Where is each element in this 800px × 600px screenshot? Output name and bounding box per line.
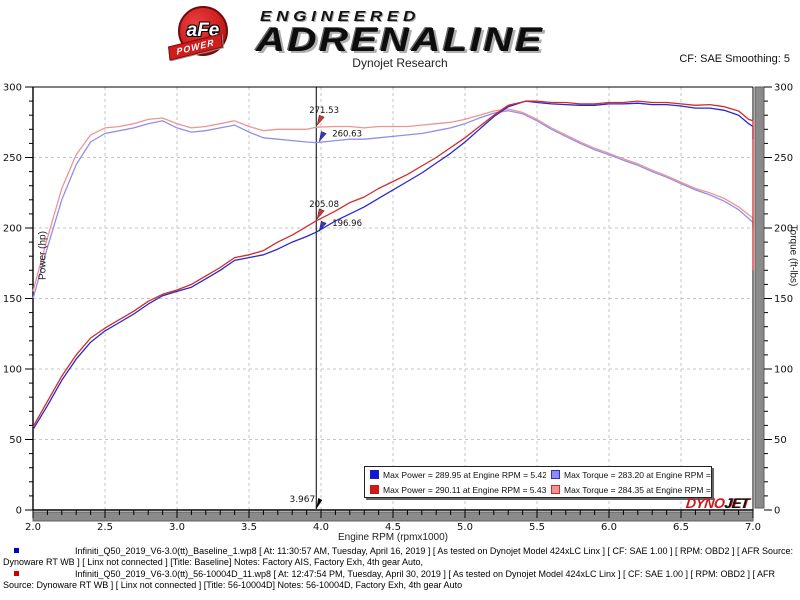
svg-text:250: 250 <box>3 153 22 164</box>
baseline-torque-curve <box>32 110 754 299</box>
baseline-power-swatch-icon <box>370 470 379 479</box>
run-info-text: Infiniti_Q50_2019_V6-3.0(tt)_Baseline_1.… <box>3 546 794 567</box>
cursor-x-value: 3.967 <box>289 495 315 505</box>
svg-text:6.5: 6.5 <box>673 522 689 533</box>
svg-text:7.0: 7.0 <box>745 522 761 533</box>
cursor-value-labels: 271.53 260.63 205.08 196.96 <box>309 106 362 233</box>
svg-text:4.5: 4.5 <box>385 522 401 533</box>
svg-text:300: 300 <box>3 83 22 94</box>
run-info-baseline: Infiniti_Q50_2019_V6-3.0(tt)_Baseline_1.… <box>0 546 797 567</box>
legend-text: Max Power = 290.11 at Engine RPM = 5.43 <box>383 484 546 495</box>
max-values-legend: Max Power = 289.95 at Engine RPM = 5.42 … <box>364 466 712 498</box>
svg-text:5.0: 5.0 <box>457 522 473 533</box>
dynojet-logo: DYNOJET <box>685 495 749 511</box>
svg-text:6.0: 6.0 <box>601 522 617 533</box>
svg-text:150: 150 <box>774 294 793 305</box>
baseline-power-curve <box>32 100 754 430</box>
svg-text:0: 0 <box>16 506 22 517</box>
vertical-scrollbar[interactable] <box>754 86 765 509</box>
svg-text:250: 250 <box>774 153 793 164</box>
svg-text:100: 100 <box>3 365 22 376</box>
axis-ticks <box>25 86 772 518</box>
cursor-value: 260.63 <box>332 130 362 140</box>
legend-item-intake-max-torque: Max Torque = 284.35 at Engine RPM = 5.32 <box>546 485 711 495</box>
y-axis-label-power: Power (hp) <box>37 231 49 280</box>
legend-item-baseline-max-torque: Max Torque = 283.20 at Engine RPM = 5.31 <box>546 470 711 480</box>
svg-text:300: 300 <box>774 83 793 94</box>
svg-text:200: 200 <box>774 224 793 235</box>
gridlines <box>33 87 753 510</box>
baseline-torque-swatch-icon <box>551 470 560 479</box>
cursor-line[interactable]: 3.967 <box>289 87 323 509</box>
svg-text:3.0: 3.0 <box>169 522 185 533</box>
legend-text: Max Torque = 284.35 at Engine RPM = 5.32 <box>564 484 711 495</box>
legend-text: Max Power = 289.95 at Engine RPM = 5.42 <box>383 469 546 480</box>
intake-run-bullet-icon <box>14 571 19 576</box>
svg-text:0: 0 <box>774 506 780 517</box>
svg-text:50: 50 <box>9 435 22 446</box>
svg-text:2.0: 2.0 <box>25 522 41 533</box>
svg-text:5.5: 5.5 <box>529 522 545 533</box>
dynojet-logo-jet: JET <box>723 495 750 511</box>
run-info-text: Infiniti_Q50_2019_V6-3.0(tt)_56-10004D_1… <box>3 569 776 590</box>
56-10004D-power-curve <box>32 100 754 428</box>
cursor-value: 196.96 <box>332 219 362 229</box>
legend-item-baseline-max-power: Max Power = 289.95 at Engine RPM = 5.42 <box>365 470 546 480</box>
engineered-text: ENGINEERED <box>260 8 421 25</box>
cursor-value: 271.53 <box>309 106 339 116</box>
svg-text:200: 200 <box>3 224 22 235</box>
afe-adrenaline-logo: aFe POWER ENGINEERED ADRENALINE <box>168 2 598 61</box>
intake-power-swatch-icon <box>370 485 379 494</box>
svg-text:4.0: 4.0 <box>313 522 329 533</box>
smoothing-setting: CF: SAE Smoothing: 5 <box>679 53 790 65</box>
baseline-run-bullet-icon <box>14 548 19 553</box>
y-axis-label-torque: Torque (ft-lbs) <box>787 224 799 287</box>
adrenaline-text: ADRENALINE <box>256 21 545 58</box>
svg-text:150: 150 <box>3 294 22 305</box>
svg-text:3.5: 3.5 <box>241 522 257 533</box>
svg-text:2.5: 2.5 <box>97 522 113 533</box>
intake-torque-swatch-icon <box>551 485 560 494</box>
svg-text:50: 50 <box>774 435 787 446</box>
chart-title: Dynojet Research <box>352 56 448 70</box>
legend-text: Max Torque = 283.20 at Engine RPM = 5.31 <box>564 469 711 480</box>
axis-tick-labels: 0 0 50 50 100 100 150 150 200 200 250 250 300 300 2.0 2… <box>3 83 793 534</box>
56-10004D-torque-curve <box>32 108 754 292</box>
legend-item-intake-max-power: Max Power = 290.11 at Engine RPM = 5.43 <box>365 485 546 495</box>
run-info-intake: Infiniti_Q50_2019_V6-3.0(tt)_56-10004D_1… <box>0 569 797 590</box>
dynojet-logo-dyno: DYNO <box>685 495 726 511</box>
x-axis-label: Engine RPM (rpmx1000) <box>337 532 449 543</box>
svg-text:100: 100 <box>774 365 793 376</box>
cursor-value: 205.08 <box>309 200 339 210</box>
